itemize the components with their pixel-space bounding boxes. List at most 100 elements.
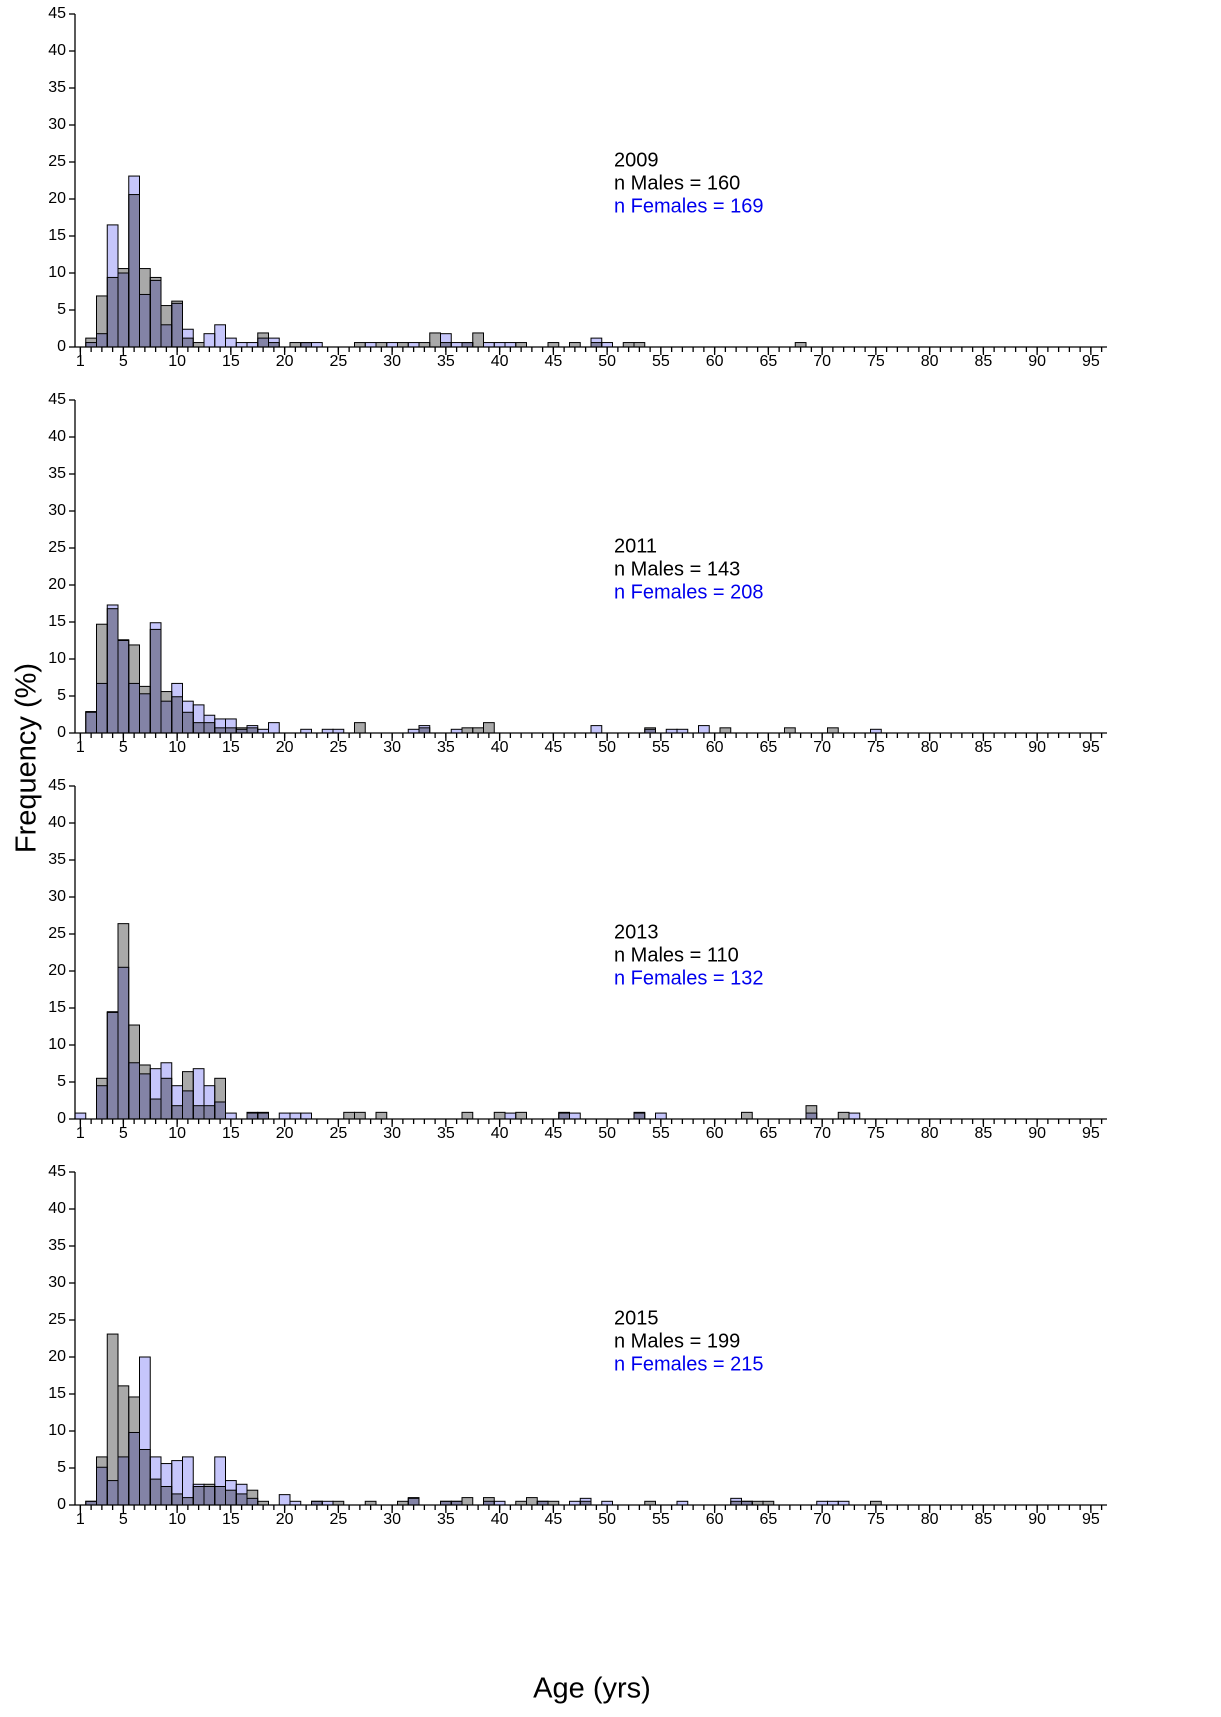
y-axis-label: Frequency (%) [11, 663, 43, 853]
bar [225, 337, 237, 348]
x-tick-label: 35 [437, 1125, 455, 1142]
bar [85, 711, 97, 734]
bar [601, 342, 613, 348]
y-tick-label: 0 [57, 724, 66, 741]
bar [472, 727, 484, 734]
y-tick-label: 30 [48, 888, 66, 905]
bar [192, 342, 205, 348]
x-tick-label: 20 [276, 353, 294, 370]
bar [698, 725, 710, 734]
y-tick-label: 0 [57, 1496, 66, 1513]
bar [96, 1085, 108, 1120]
x-tick-label: 95 [1082, 1511, 1100, 1528]
bar [257, 1112, 269, 1120]
y-tick-label: 35 [48, 1237, 66, 1254]
y-tick-label: 5 [57, 1459, 66, 1476]
bar [117, 966, 130, 1120]
y-tick-label: 15 [48, 999, 66, 1016]
bar [461, 342, 474, 348]
x-tick-label: 15 [222, 353, 240, 370]
y-tick-label: 15 [48, 613, 66, 630]
bar [203, 1486, 216, 1506]
bar [171, 682, 183, 734]
x-tick-label: 25 [329, 353, 347, 370]
bar [192, 1068, 205, 1120]
x-tick-label: 1 [76, 739, 85, 756]
bar [300, 342, 312, 348]
bar [117, 640, 130, 734]
bar [397, 342, 409, 348]
bar [633, 1112, 646, 1120]
y-tick-label: 40 [48, 42, 66, 59]
x-tick-label: 65 [759, 1511, 777, 1528]
bar [719, 727, 732, 734]
bar [526, 1497, 538, 1506]
bar [246, 1112, 259, 1120]
annotation: 2015 [614, 1307, 659, 1329]
bar [461, 1111, 474, 1120]
x-tick-label: 40 [491, 353, 509, 370]
bar [214, 718, 226, 734]
x-tick-label: 30 [383, 1125, 401, 1142]
bar [558, 1112, 570, 1120]
annotation: n Males = 143 [614, 558, 740, 580]
bar [225, 718, 237, 734]
bar [837, 1111, 850, 1120]
bar [203, 714, 216, 734]
x-tick-label: 25 [329, 739, 347, 756]
bar [117, 272, 130, 348]
bar [214, 1101, 226, 1120]
bar [96, 333, 108, 348]
y-tick-label: 20 [48, 962, 66, 979]
bar [741, 1111, 753, 1120]
x-tick-label: 95 [1082, 739, 1100, 756]
x-tick-label: 5 [119, 739, 128, 756]
y-tick-label: 10 [48, 650, 66, 667]
x-tick-label: 45 [544, 1511, 562, 1528]
y-tick-label: 35 [48, 465, 66, 482]
x-tick-label: 40 [491, 1511, 509, 1528]
y-tick-label: 5 [57, 1073, 66, 1090]
bar [214, 1456, 226, 1506]
x-tick-label: 90 [1028, 739, 1046, 756]
bar [784, 727, 796, 734]
y-tick-label: 35 [48, 79, 66, 96]
y-tick-label: 30 [48, 116, 66, 133]
bar [590, 725, 603, 734]
bar [139, 293, 151, 348]
x-tick-label: 35 [437, 1511, 455, 1528]
bar [149, 1068, 162, 1120]
x-tick-label: 1 [76, 1125, 85, 1142]
x-tick-label: 55 [652, 1511, 670, 1528]
y-tick-label: 30 [48, 502, 66, 519]
bar [246, 342, 259, 348]
x-tick-label: 75 [867, 1511, 885, 1528]
y-tick-label: 20 [48, 190, 66, 207]
bar [149, 622, 162, 734]
bar [192, 704, 205, 734]
bar [149, 1456, 162, 1506]
bar [182, 1090, 194, 1120]
bar [483, 342, 495, 348]
x-tick-label: 90 [1028, 353, 1046, 370]
x-tick-label: 30 [383, 1511, 401, 1528]
bar [85, 342, 97, 348]
bar [827, 727, 839, 734]
bar [149, 279, 162, 348]
x-tick-label: 55 [652, 1125, 670, 1142]
bar [117, 1456, 130, 1506]
bar [160, 700, 173, 734]
bar [96, 1466, 108, 1506]
bar [590, 337, 603, 348]
x-tick-label: 15 [222, 739, 240, 756]
bar [257, 337, 269, 348]
bar [569, 1112, 581, 1120]
x-tick-label: 65 [759, 1125, 777, 1142]
bar [235, 342, 248, 348]
x-tick-label: 10 [168, 1511, 186, 1528]
x-tick-label: 55 [652, 353, 670, 370]
annotation: 2011 [614, 535, 657, 557]
x-tick-label: 50 [598, 1511, 616, 1528]
